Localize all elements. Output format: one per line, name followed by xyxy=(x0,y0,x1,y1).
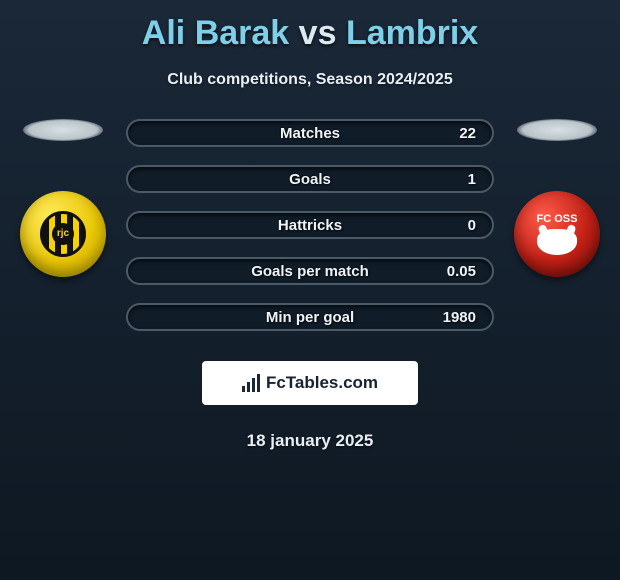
roda-inner-text: rjc xyxy=(52,223,74,245)
stat-value: 1 xyxy=(468,171,476,188)
stat-row-goals: Goals 1 xyxy=(126,165,494,193)
body-row: rjc Matches 22 Goals 1 Hattricks 0 Goals… xyxy=(0,119,620,331)
stat-row-hattricks: Hattricks 0 xyxy=(126,211,494,239)
club-logo-left: rjc xyxy=(20,191,106,277)
branding-text: FcTables.com xyxy=(266,373,378,393)
ellipse-shadow-right xyxy=(517,119,597,141)
stat-label: Hattricks xyxy=(278,217,342,234)
stat-row-min-per-goal: Min per goal 1980 xyxy=(126,303,494,331)
club-logo-right: FC OSS xyxy=(514,191,600,277)
comparison-card: Ali Barak vs Lambrix Club competitions, … xyxy=(0,0,620,451)
roda-stripes-icon: rjc xyxy=(40,211,86,257)
bar-chart-icon xyxy=(242,374,260,392)
vs-text: vs xyxy=(299,14,337,52)
page-title: Ali Barak vs Lambrix xyxy=(0,14,620,53)
stat-row-goals-per-match: Goals per match 0.05 xyxy=(126,257,494,285)
stat-label: Min per goal xyxy=(266,309,354,326)
bull-icon xyxy=(537,229,577,255)
date: 18 january 2025 xyxy=(0,431,620,451)
right-logo-column: FC OSS xyxy=(502,119,612,277)
stat-value: 0 xyxy=(468,217,476,234)
stat-value: 0.05 xyxy=(447,263,476,280)
left-logo-column: rjc xyxy=(8,119,118,277)
stat-label: Matches xyxy=(280,125,340,142)
subtitle: Club competitions, Season 2024/2025 xyxy=(0,71,620,89)
fcoss-text: FC OSS xyxy=(537,213,578,225)
stat-value: 22 xyxy=(459,125,476,142)
stat-value: 1980 xyxy=(443,309,476,326)
player2-name: Lambrix xyxy=(346,14,478,52)
stat-label: Goals xyxy=(289,171,331,188)
branding-badge: FcTables.com xyxy=(202,361,418,405)
stat-label: Goals per match xyxy=(251,263,369,280)
ellipse-shadow-left xyxy=(23,119,103,141)
stat-row-matches: Matches 22 xyxy=(126,119,494,147)
stats-column: Matches 22 Goals 1 Hattricks 0 Goals per… xyxy=(118,119,502,331)
player1-name: Ali Barak xyxy=(142,14,289,52)
